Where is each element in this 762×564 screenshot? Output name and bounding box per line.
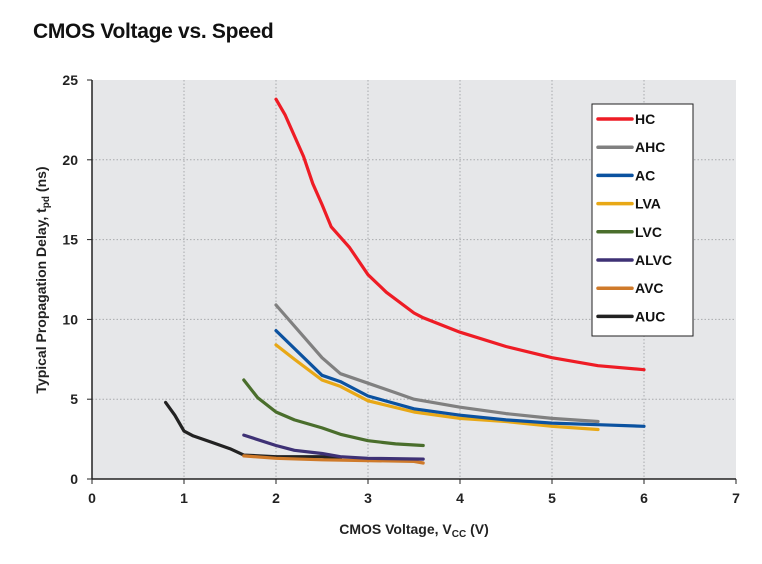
- legend-label-auc: AUC: [635, 308, 665, 324]
- y-tick-label: 10: [62, 311, 78, 327]
- series-line-hc: [274, 97, 646, 372]
- series-line-avc: [242, 454, 425, 465]
- legend-label-avc: AVC: [635, 280, 664, 296]
- y-tick-label: 15: [62, 232, 78, 248]
- series-line-ahc: [274, 303, 600, 424]
- legend-label-ahc: AHC: [635, 139, 665, 155]
- x-axis-label: CMOS Voltage, VCC (V): [339, 521, 489, 540]
- series-line-lvc: [242, 378, 425, 448]
- x-tick-label: 4: [456, 490, 464, 506]
- y-tick-label: 0: [70, 471, 78, 487]
- series-line-lva: [274, 343, 600, 432]
- legend-label-lvc: LVC: [635, 224, 662, 240]
- y-axis-label: Typical Propagation Delay, tpd (ns): [33, 166, 52, 393]
- legend-box: [591, 103, 694, 337]
- y-tick-label: 5: [70, 391, 78, 407]
- x-tick-label: 7: [732, 490, 740, 506]
- x-tick-label: 6: [640, 490, 648, 506]
- legend-label-ac: AC: [635, 167, 655, 183]
- y-tick-label: 20: [62, 152, 78, 168]
- series-line-ac: [274, 329, 646, 428]
- x-tick-label: 1: [180, 490, 188, 506]
- legend-label-alvc: ALVC: [635, 252, 672, 268]
- x-tick-label: 0: [88, 490, 96, 506]
- legend-label-lva: LVA: [635, 196, 661, 212]
- x-tick-label: 5: [548, 490, 556, 506]
- series-line-auc: [164, 400, 342, 460]
- chart-title: CMOS Voltage vs. Speed: [33, 20, 274, 43]
- x-tick-label: 2: [272, 490, 280, 506]
- legend-label-hc: HC: [635, 111, 655, 127]
- x-tick-label: 3: [364, 490, 372, 506]
- series-line-alvc: [242, 433, 425, 461]
- y-tick-label: 25: [62, 72, 78, 88]
